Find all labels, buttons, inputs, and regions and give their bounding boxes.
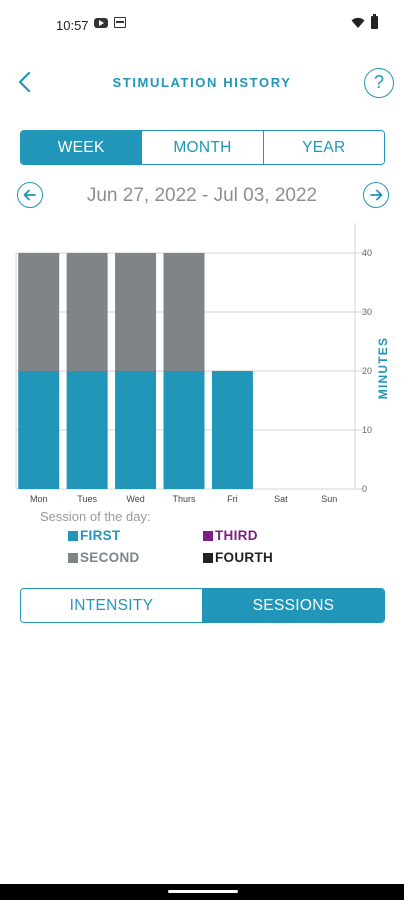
video-app-icon bbox=[94, 17, 108, 28]
period-selector: WEEK MONTH YEAR bbox=[20, 130, 385, 165]
legend-swatch-third bbox=[203, 530, 213, 541]
next-week-button[interactable] bbox=[363, 182, 389, 208]
bar-second-mon bbox=[18, 253, 60, 371]
legend-swatch-fourth bbox=[203, 552, 213, 563]
bar-first-tues bbox=[66, 371, 108, 489]
page-title: STIMULATION HISTORY bbox=[112, 75, 292, 90]
bar-second-wed bbox=[115, 253, 157, 371]
legend-swatch-first bbox=[68, 530, 78, 541]
legend-swatch-second bbox=[68, 552, 78, 563]
x-tick-label: Tues bbox=[77, 494, 97, 504]
bar-first-thurs bbox=[163, 371, 205, 489]
date-range-label: Jun 27, 2022 - Jul 03, 2022 bbox=[86, 185, 318, 206]
legend-label-second: SECOND bbox=[80, 550, 140, 565]
home-gesture-handle[interactable] bbox=[168, 890, 238, 893]
status-time: 10:57 bbox=[56, 18, 89, 33]
app-header: STIMULATION HISTORY ? bbox=[0, 60, 404, 104]
x-tick-label: Thurs bbox=[172, 494, 196, 504]
x-tick-label: Wed bbox=[126, 494, 144, 504]
status-notifications bbox=[94, 17, 126, 28]
x-tick-label: Sat bbox=[274, 494, 288, 504]
legend-title: Session of the day: bbox=[40, 509, 151, 524]
tab-sessions[interactable]: SESSIONS bbox=[203, 589, 384, 622]
arrow-right-icon bbox=[370, 189, 383, 201]
tab-month[interactable]: MONTH bbox=[142, 131, 264, 164]
battery-icon bbox=[371, 14, 378, 29]
bar-first-mon bbox=[18, 371, 60, 489]
arrow-left-icon bbox=[23, 189, 36, 201]
date-navigation: Jun 27, 2022 - Jul 03, 2022 bbox=[0, 180, 404, 210]
chevron-left-icon bbox=[18, 71, 31, 93]
x-tick-label: Mon bbox=[30, 494, 48, 504]
legend-item-first: FIRST bbox=[68, 528, 121, 543]
bar-first-wed bbox=[115, 371, 157, 489]
legend-item-fourth: FOURTH bbox=[203, 550, 273, 565]
y-tick-label: 0 bbox=[362, 484, 367, 494]
back-button[interactable] bbox=[12, 68, 36, 96]
previous-week-button[interactable] bbox=[17, 182, 43, 208]
legend-item-second: SECOND bbox=[68, 550, 140, 565]
tab-week[interactable]: WEEK bbox=[21, 131, 143, 164]
sessions-chart: 0 10 20 30 40 MINUTES Mon Tues Wed Thurs Fri Sat Sun bbox=[0, 220, 404, 510]
stacked-bar-chart: 0 10 20 30 40 MINUTES Mon Tues Wed Thurs Fri Sat Sun bbox=[15, 223, 390, 504]
wifi-icon bbox=[351, 17, 365, 28]
y-tick-label: 30 bbox=[362, 307, 372, 317]
help-button[interactable]: ? bbox=[364, 68, 394, 98]
bar-second-tues bbox=[66, 253, 108, 371]
y-tick-label: 20 bbox=[362, 366, 372, 376]
y-tick-label: 10 bbox=[362, 425, 372, 435]
tab-intensity[interactable]: INTENSITY bbox=[21, 589, 203, 622]
y-tick-label: 40 bbox=[362, 248, 372, 258]
tab-year[interactable]: YEAR bbox=[263, 131, 384, 164]
legend-item-third: THIRD bbox=[203, 528, 258, 543]
system-navigation-bar bbox=[0, 884, 404, 900]
status-bar: 10:57 bbox=[0, 0, 404, 52]
card-notification-icon bbox=[114, 17, 126, 28]
y-axis-label: MINUTES bbox=[376, 337, 390, 399]
x-tick-label: Fri bbox=[227, 494, 238, 504]
view-selector: INTENSITY SESSIONS bbox=[20, 588, 385, 623]
legend-label-fourth: FOURTH bbox=[215, 550, 274, 565]
bar-first-fri bbox=[211, 371, 253, 489]
status-system-icons bbox=[351, 14, 378, 29]
x-tick-label: Sun bbox=[321, 494, 337, 504]
legend-label-third: THIRD bbox=[215, 528, 258, 543]
legend-label-first: FIRST bbox=[80, 528, 121, 543]
bar-second-thurs bbox=[163, 253, 205, 371]
